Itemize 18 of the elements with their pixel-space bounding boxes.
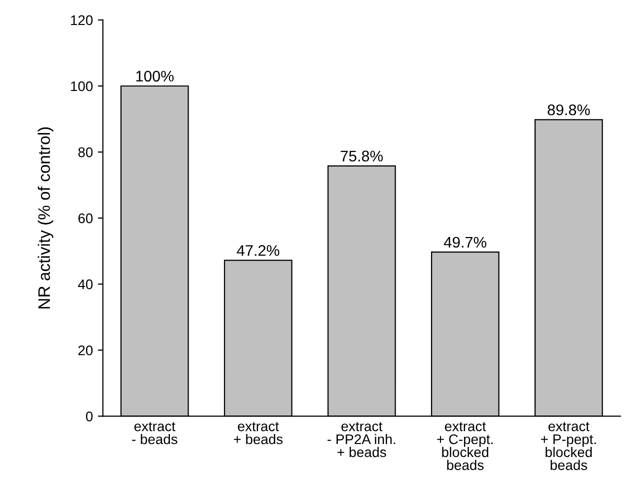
y-tick-label: 120 xyxy=(71,15,93,26)
x-tick-label: extract - beads xyxy=(132,422,178,444)
x-tick-label: extract + C-pept. blocked beads xyxy=(437,422,493,470)
x-tick-label: extract - PP2A inh. + beads xyxy=(328,422,396,458)
y-tick-label: 40 xyxy=(78,279,93,290)
y-tick-label: 80 xyxy=(78,147,93,158)
x-tick-label: extract + beads xyxy=(234,422,283,444)
data-label: 47.2% xyxy=(236,245,280,256)
data-label: 49.7% xyxy=(444,236,486,248)
y-tick-label: 60 xyxy=(78,213,93,224)
data-label: 75.8% xyxy=(340,150,383,162)
y-axis-title: NR activity (% of control) xyxy=(38,127,54,308)
x-tick-label: extract + P-pept. blocked beads xyxy=(541,422,596,470)
data-label: 100% xyxy=(136,70,174,82)
y-tick-label: 100 xyxy=(71,81,93,92)
y-tick-label: 20 xyxy=(78,345,93,356)
data-label: 89.8% xyxy=(548,104,590,116)
y-tick-label: 0 xyxy=(86,412,93,422)
